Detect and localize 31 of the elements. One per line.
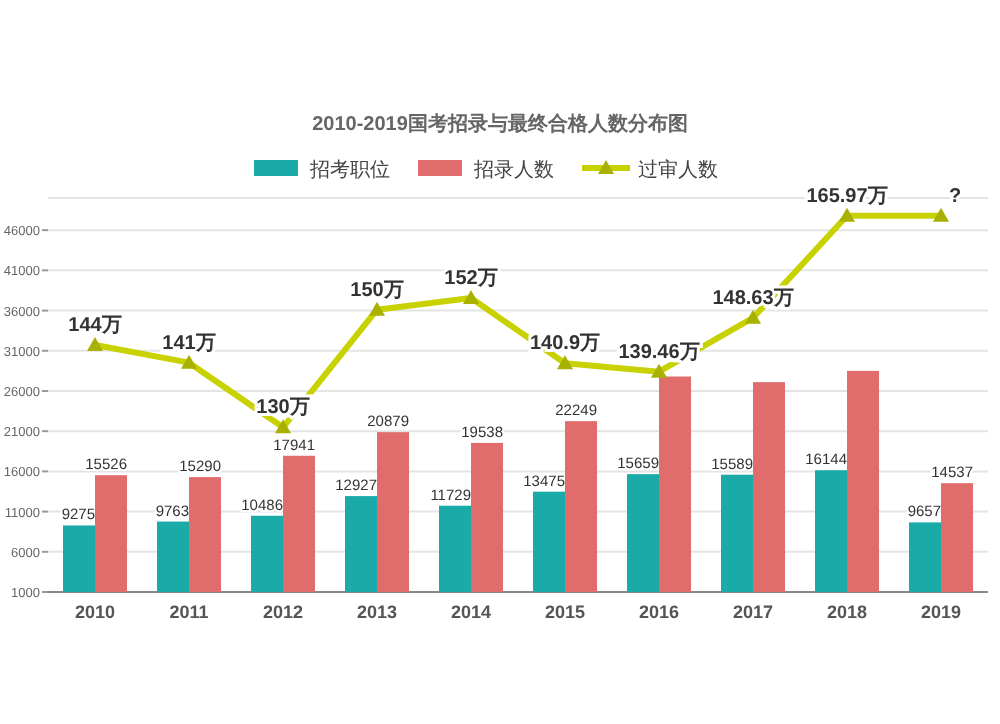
point (745, 309, 761, 324)
data-label: ? (949, 185, 962, 208)
x-tick-label: 2011 (169, 602, 209, 622)
point (181, 354, 197, 369)
point (369, 301, 385, 316)
x-tick-label: 2010 (74, 602, 116, 622)
x-tick-label: 2017 (732, 602, 774, 622)
point (275, 419, 291, 434)
data-label: 139.46万 (618, 341, 700, 364)
data-label: 165.97万 (806, 185, 888, 208)
point (933, 207, 949, 222)
chart-title: 2010-2019国考招录与最终合格人数分布图 (312, 112, 688, 136)
point (839, 207, 855, 222)
data-label: 152万 (444, 267, 498, 290)
data-label: 144万 (68, 315, 122, 338)
legend-label: 招考职位 (308, 158, 390, 182)
x-tick-label: 2019 (920, 602, 962, 622)
x-tick-label: 2012 (262, 602, 304, 622)
data-label: 150万 (350, 279, 404, 302)
point (557, 355, 573, 370)
x-tick-label: 2018 (826, 602, 868, 622)
x-tick-label: 2015 (544, 602, 586, 622)
point (463, 289, 479, 304)
point (87, 337, 103, 352)
legend-label: 招录人数 (472, 158, 554, 182)
x-tick-label: 2014 (450, 602, 492, 622)
legend-label: 过审人数 (638, 158, 718, 182)
x-tick-label: 2013 (356, 602, 398, 622)
point (651, 363, 667, 378)
data-label: 141万 (162, 332, 216, 355)
x-tick-label: 2016 (638, 602, 680, 622)
